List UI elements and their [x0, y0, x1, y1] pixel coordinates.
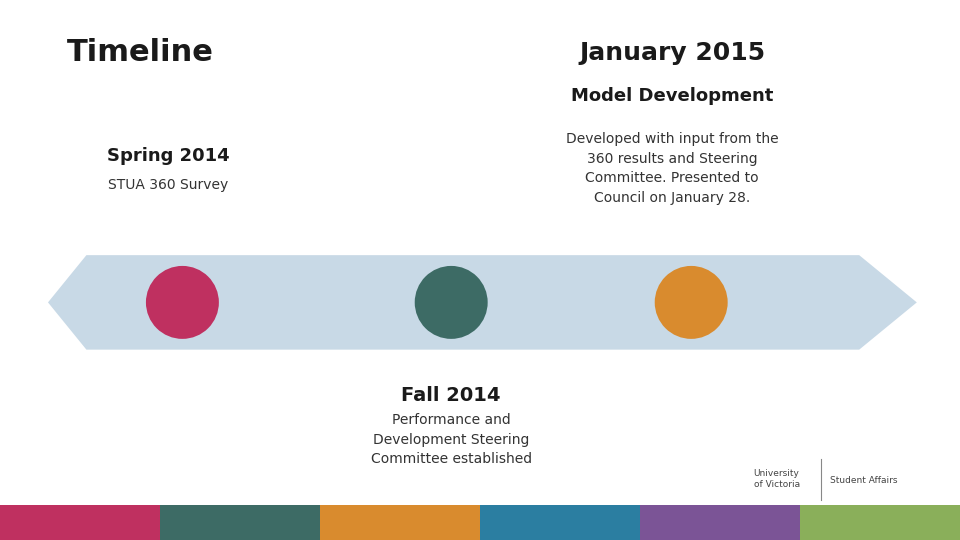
Ellipse shape	[655, 266, 728, 339]
Text: Fall 2014: Fall 2014	[401, 386, 501, 405]
FancyBboxPatch shape	[160, 505, 320, 540]
FancyBboxPatch shape	[480, 505, 640, 540]
Text: Student Affairs: Student Affairs	[830, 476, 898, 485]
FancyBboxPatch shape	[800, 505, 960, 540]
Ellipse shape	[146, 266, 219, 339]
Text: STUA 360 Survey: STUA 360 Survey	[108, 178, 228, 192]
Text: Developed with input from the
360 results and Steering
Committee. Presented to
C: Developed with input from the 360 result…	[565, 132, 779, 205]
Ellipse shape	[415, 266, 488, 339]
Text: Performance and
Development Steering
Committee established: Performance and Development Steering Com…	[371, 413, 532, 466]
Text: University
of Victoria: University of Victoria	[754, 469, 800, 489]
FancyBboxPatch shape	[320, 505, 480, 540]
Text: Spring 2014: Spring 2014	[107, 147, 229, 165]
Polygon shape	[48, 255, 917, 350]
Text: Model Development: Model Development	[571, 87, 773, 105]
Text: Timeline: Timeline	[67, 38, 214, 67]
FancyBboxPatch shape	[0, 505, 160, 540]
FancyBboxPatch shape	[640, 505, 800, 540]
Text: January 2015: January 2015	[579, 41, 765, 65]
